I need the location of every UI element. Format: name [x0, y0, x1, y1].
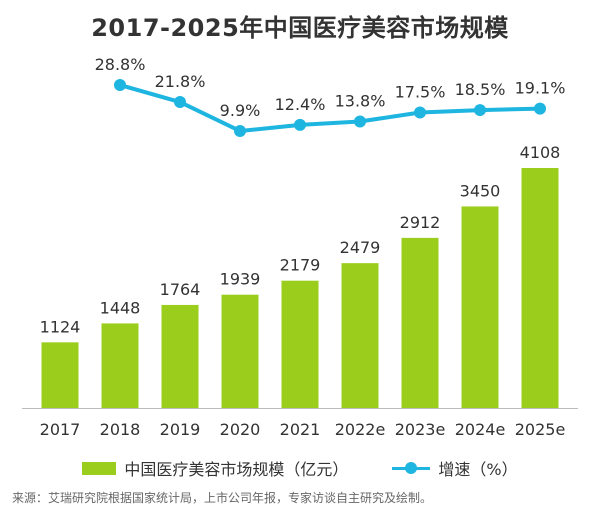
- bar-value-label-2020: 1939: [220, 270, 261, 289]
- x-tick-label-2023e: 2023e: [395, 420, 446, 439]
- legend: 中国医疗美容市场规模（亿元） 增速（%）: [0, 456, 600, 480]
- growth-label-2025e: 19.1%: [515, 79, 566, 98]
- x-tick-label-2018: 2018: [100, 420, 141, 439]
- bar-value-label-2017: 1124: [40, 317, 81, 336]
- growth-label-2021: 12.4%: [275, 95, 326, 114]
- growth-point-2025e: [534, 102, 546, 115]
- growth-point-2024e: [474, 104, 486, 117]
- legend-bar-label: 中国医疗美容市场规模（亿元）: [124, 460, 349, 479]
- bar-2025e: [521, 168, 559, 408]
- growth-label-2019: 21.8%: [155, 72, 206, 91]
- bar-2023e: [401, 237, 439, 408]
- bar-2024e: [461, 206, 499, 408]
- legend-item-growth-rate: 增速（%）: [392, 456, 518, 480]
- growth-label-2024e: 18.5%: [455, 80, 506, 99]
- growth-label-2022e: 13.8%: [335, 92, 386, 111]
- bar-value-label-2019: 1764: [160, 280, 201, 299]
- growth-label-2018: 28.8%: [95, 55, 146, 74]
- growth-point-2023e: [414, 106, 426, 119]
- bar-2017: [41, 342, 79, 408]
- legend-line-swatch: [392, 461, 431, 475]
- bar-value-label-2024e: 3450: [460, 181, 501, 200]
- x-tick-label-2022e: 2022e: [335, 420, 386, 439]
- growth-point-2019: [174, 96, 186, 109]
- bar-2022e: [341, 263, 379, 408]
- x-tick-label-2020: 2020: [220, 420, 261, 439]
- growth-label-2020: 9.9%: [220, 101, 261, 120]
- x-tick-label-2019: 2019: [160, 420, 201, 439]
- chart-title: 2017-2025年中国医疗美容市场规模: [91, 14, 509, 42]
- bar-value-label-2023e: 2912: [400, 213, 441, 232]
- bar-value-label-2021: 2179: [280, 256, 321, 275]
- growth-line: [118, 83, 542, 133]
- growth-point-2021: [294, 118, 306, 131]
- x-tick-label-2025e: 2025e: [515, 420, 566, 439]
- bar-value-label-2022e: 2479: [340, 238, 381, 257]
- source-note: 来源：艾瑞研究院根据国家统计局，上市公司年报，专家访谈自主研究及绘制。: [12, 491, 433, 505]
- bar-2019: [161, 304, 199, 408]
- legend-line-label: 增速（%）: [438, 460, 518, 479]
- growth-point-2022e: [354, 115, 366, 128]
- legend-item-market-size: 中国医疗美容市场规模（亿元）: [82, 456, 348, 480]
- x-tick-label-2021: 2021: [280, 420, 321, 439]
- bar-2018: [101, 323, 139, 408]
- legend-bar-swatch: [82, 461, 117, 475]
- x-tick-label-2024e: 2024e: [455, 420, 506, 439]
- growth-point-2018: [114, 79, 126, 91]
- bar-2020: [221, 294, 259, 408]
- growth-label-2023e: 17.5%: [395, 83, 446, 102]
- bar-value-label-2018: 1448: [100, 298, 141, 317]
- bar-value-label-2025e: 4108: [520, 143, 561, 162]
- x-tick-label-2017: 2017: [40, 420, 81, 439]
- bar-2021: [281, 280, 319, 408]
- growth-point-2020: [234, 125, 246, 137]
